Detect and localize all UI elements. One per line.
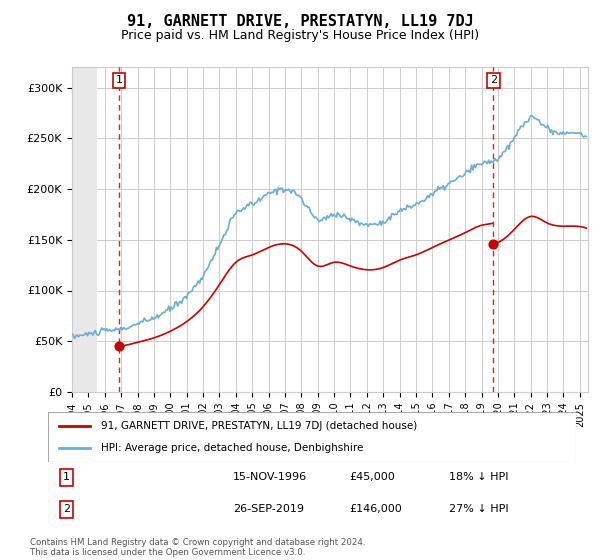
Text: 27% ↓ HPI: 27% ↓ HPI	[449, 505, 509, 515]
Text: £146,000: £146,000	[349, 505, 402, 515]
Text: Contains HM Land Registry data © Crown copyright and database right 2024.
This d: Contains HM Land Registry data © Crown c…	[30, 538, 365, 557]
Text: 18% ↓ HPI: 18% ↓ HPI	[449, 472, 509, 482]
Text: 1: 1	[116, 76, 122, 85]
Text: 15-NOV-1996: 15-NOV-1996	[233, 472, 307, 482]
Point	[488, 239, 498, 248]
FancyBboxPatch shape	[48, 412, 576, 462]
Text: 2: 2	[490, 76, 497, 85]
Text: Price paid vs. HM Land Registry's House Price Index (HPI): Price paid vs. HM Land Registry's House …	[121, 29, 479, 42]
Text: 91, GARNETT DRIVE, PRESTATYN, LL19 7DJ: 91, GARNETT DRIVE, PRESTATYN, LL19 7DJ	[127, 14, 473, 29]
Point	[115, 342, 124, 351]
Text: 91, GARNETT DRIVE, PRESTATYN, LL19 7DJ (detached house): 91, GARNETT DRIVE, PRESTATYN, LL19 7DJ (…	[101, 421, 417, 431]
Text: 1: 1	[63, 472, 70, 482]
Bar	[72, 67, 97, 392]
Text: 2: 2	[63, 505, 70, 515]
Text: £45,000: £45,000	[349, 472, 395, 482]
Text: 26-SEP-2019: 26-SEP-2019	[233, 505, 304, 515]
Text: HPI: Average price, detached house, Denbighshire: HPI: Average price, detached house, Denb…	[101, 443, 363, 453]
